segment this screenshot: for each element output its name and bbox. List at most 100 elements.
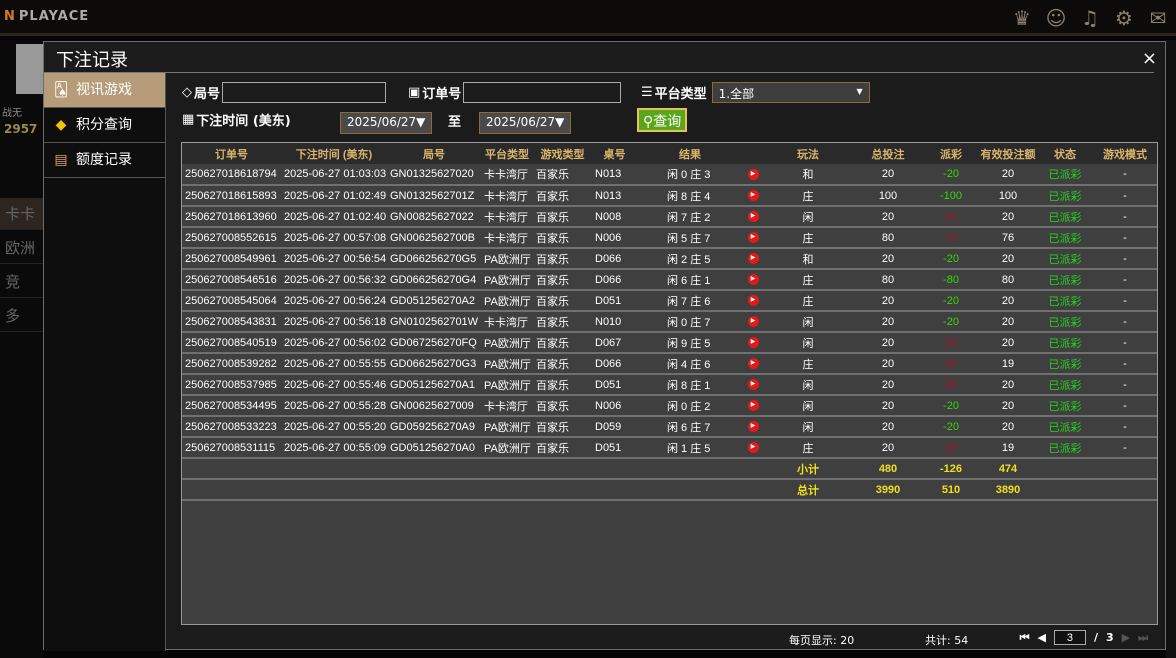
total-bet: 20 [853, 437, 923, 459]
game-mode: - [1093, 164, 1157, 186]
table-row: 250627008546516 2025-06-27 00:56:32 GD0662… [182, 269, 1157, 291]
table-id: D051 [592, 437, 637, 459]
order-id: 250627008552615 [182, 227, 281, 249]
total-bet: 20 [853, 395, 923, 417]
status: 已派彩 [1037, 374, 1093, 396]
query-button[interactable]: ⚲查询 [637, 108, 688, 132]
table-id: D051 [592, 374, 637, 396]
sidebar-item-points[interactable]: ◆ 积分查询 [44, 108, 165, 143]
video-play-icon[interactable]: ▶ [747, 379, 759, 391]
close-button[interactable]: × [1141, 48, 1157, 69]
bet-type: 闲 [763, 395, 853, 417]
column-header: 结果 [637, 143, 743, 164]
vip-icon[interactable]: ♛ [1013, 6, 1031, 30]
video-play-icon[interactable]: ▶ [747, 168, 759, 180]
video-play-icon[interactable]: ▶ [747, 274, 759, 286]
platform: PA欧洲厅 [481, 248, 533, 270]
chat-user-icon[interactable]: ☺ [1045, 6, 1067, 30]
bet-time: 2025-06-27 00:55:09 [281, 437, 387, 459]
status: 已派彩 [1037, 206, 1093, 228]
sidebar-item-label: 积分查询 [76, 116, 132, 133]
video-play-icon[interactable]: ▶ [747, 337, 759, 349]
round-id: GD051256270A0 [387, 437, 481, 459]
payout: 20 [923, 332, 979, 354]
round-input[interactable] [222, 82, 387, 103]
table-id: N010 [592, 311, 637, 333]
prev-page-icon[interactable]: ◀ [1037, 631, 1046, 644]
total-bet: 100 [853, 185, 923, 207]
video-play-icon[interactable]: ▶ [747, 232, 759, 244]
status: 已派彩 [1037, 227, 1093, 249]
sidebar-item-credit[interactable]: ▤ 额度记录 [44, 143, 165, 178]
bg-menu-item[interactable]: 欧洲 [0, 232, 43, 264]
platform: 卡卡湾厅 [481, 185, 533, 207]
total-bet: 20 [853, 353, 923, 375]
result: 闲 6 庄 1 [637, 269, 743, 291]
round-id: GD066256270G3 [387, 353, 481, 375]
total-bet: 20 [853, 248, 923, 270]
status: 已派彩 [1037, 416, 1093, 438]
last-page-icon[interactable]: ⏭ [1138, 630, 1148, 644]
game-type: 百家乐 [533, 248, 592, 270]
table-id: D051 [592, 290, 637, 312]
video-play-icon[interactable]: ▶ [747, 211, 759, 223]
game-type: 百家乐 [533, 353, 592, 375]
bet-type: 和 [763, 164, 853, 186]
video-play-icon[interactable]: ▶ [747, 316, 759, 328]
video-play-icon[interactable]: ▶ [747, 442, 759, 454]
video-play-icon[interactable]: ▶ [747, 400, 759, 412]
order-id: 250627018613960 [182, 206, 281, 228]
game-mode: - [1093, 248, 1157, 270]
user-name: 战无 [2, 108, 22, 119]
sidebar-item-live-games[interactable]: 🂡 视讯游戏 [44, 73, 165, 108]
page-input[interactable] [1053, 630, 1086, 645]
order-input[interactable] [463, 82, 622, 103]
table-row: 250627018615893 2025-06-27 01:02:49 GN0132… [182, 185, 1157, 207]
bg-menu-item[interactable]: 多 [0, 300, 43, 332]
round-id: GD059256270A9 [387, 416, 481, 438]
diamond-icon: ◆ [55, 116, 67, 133]
result: 闲 8 庄 4 [637, 185, 743, 207]
bet-type: 闲 [763, 374, 853, 396]
music-icon[interactable]: ♫ [1081, 6, 1099, 30]
table-row: 250627008533223 2025-06-27 00:55:20 GD0592… [182, 416, 1157, 438]
summary-valid: 3890 [979, 479, 1037, 501]
gear-icon[interactable]: ⚙ [1115, 6, 1133, 30]
result: 闲 6 庄 7 [637, 416, 743, 438]
total-bet: 20 [853, 206, 923, 228]
total-bet: 80 [853, 227, 923, 249]
bg-menu-item[interactable]: 卡卡 [0, 198, 43, 230]
bet-time: 2025-06-27 00:55:55 [281, 353, 387, 375]
total-bet: 80 [853, 269, 923, 291]
bet-type: 庄 [763, 290, 853, 312]
cards-icon: 🂡 [53, 81, 69, 98]
per-page: 每页显示: 20 [789, 634, 855, 647]
platform-select[interactable]: 1.全部 [711, 82, 870, 103]
video-play-icon[interactable]: ▶ [747, 295, 759, 307]
message-icon[interactable]: ✉ [1149, 6, 1167, 30]
bet-type: 闲 [763, 206, 853, 228]
date-to[interactable]: 2025/06/27▼ [479, 112, 572, 134]
bet-type: 闲 [763, 416, 853, 438]
next-page-icon[interactable]: ▶ [1121, 631, 1131, 644]
video-play-icon[interactable]: ▶ [747, 253, 759, 265]
table-row: 250627008545064 2025-06-27 00:56:24 GD0512… [182, 290, 1157, 312]
date-from[interactable]: 2025/06/27▼ [340, 112, 433, 134]
total-bet: 20 [853, 416, 923, 438]
video-play-icon[interactable]: ▶ [747, 190, 759, 202]
table-id: N006 [592, 227, 637, 249]
bet-time: 2025-06-27 00:56:18 [281, 311, 387, 333]
bg-menu-item[interactable]: 竞 [0, 266, 43, 298]
valid-bet: 20 [979, 332, 1037, 354]
first-page-icon[interactable]: ⏮ [1019, 630, 1030, 644]
valid-bet: 20 [979, 374, 1037, 396]
order-id: 250627008540519 [182, 332, 281, 354]
modal-title: 下注记录 [56, 50, 128, 71]
platform: 卡卡湾厅 [481, 311, 533, 333]
video-play-icon[interactable]: ▶ [747, 421, 759, 433]
summary-bet: 480 [853, 458, 923, 480]
total-row: 总计 3990 510 3890 [182, 479, 1157, 501]
bet-type: 庄 [763, 227, 853, 249]
video-play-icon[interactable]: ▶ [747, 358, 759, 370]
round-label: 局号 [194, 87, 221, 102]
